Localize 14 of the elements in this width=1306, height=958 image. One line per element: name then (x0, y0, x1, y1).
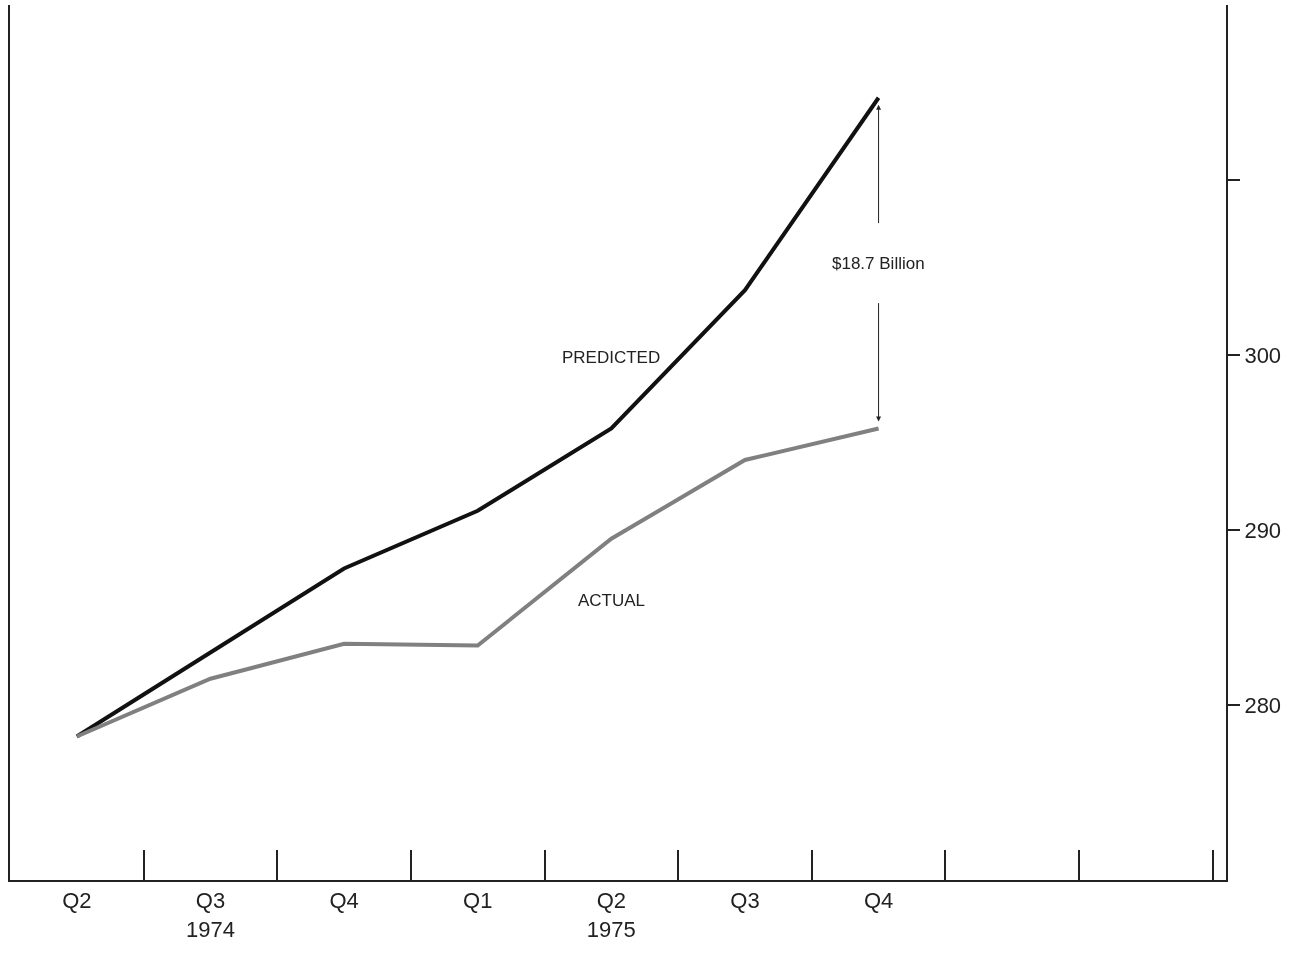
x-tick-label: Q3 1974 (185, 888, 235, 942)
series-label: PREDICTED (562, 348, 661, 367)
y-tick-label: 280 (1244, 692, 1282, 718)
x-tick-label: Q2 (62, 888, 92, 914)
x-tick-label: Q4 (329, 888, 359, 914)
y-tick-label: 290 (1244, 517, 1282, 543)
line-series (74, 426, 881, 739)
x-tick-label: Q2 1975 (586, 888, 636, 942)
y-tick-label: 300 (1244, 342, 1282, 368)
x-tick-label: Q3 (730, 888, 760, 914)
x-tick-label: Q1 (463, 888, 493, 914)
annotation: $18.7 Billion (832, 254, 925, 273)
x-tick-label: Q4 (863, 888, 894, 914)
series-label: ACTUAL (578, 591, 646, 610)
